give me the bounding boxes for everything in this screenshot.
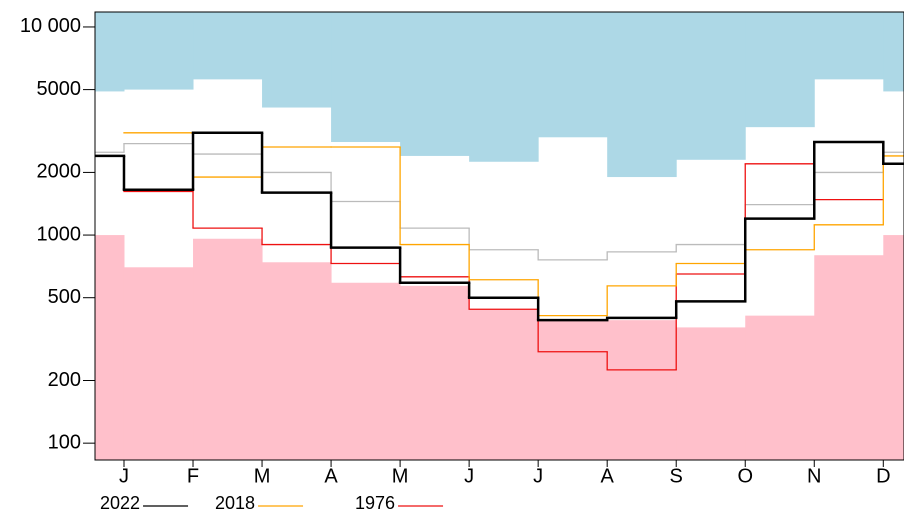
lower-band (745, 315, 815, 460)
x-tick-label: J (119, 465, 129, 487)
lower-band (95, 235, 125, 460)
lower-band (193, 238, 263, 460)
y-tick-label: 5000 (37, 78, 82, 100)
upper-band (814, 12, 884, 80)
upper-band (745, 12, 815, 128)
lower-band (883, 235, 904, 460)
x-tick-label: S (670, 465, 683, 487)
legend-label: 1976 (355, 493, 395, 513)
lower-band (331, 282, 401, 460)
legend-label: 2018 (215, 493, 255, 513)
x-tick-label: J (533, 465, 543, 487)
x-tick-label: F (187, 465, 199, 487)
upper-band (193, 12, 263, 80)
x-tick-label: D (876, 465, 890, 487)
lower-band (469, 309, 539, 460)
upper-band (400, 12, 470, 156)
y-tick-label: 2000 (37, 161, 82, 183)
x-tick-label: O (737, 465, 753, 487)
x-tick-label: M (392, 465, 409, 487)
lower-band (262, 262, 332, 460)
upper-band (607, 12, 677, 178)
plot-area (95, 12, 904, 460)
lower-band (676, 327, 746, 460)
y-tick-label: 10 000 (20, 15, 81, 37)
upper-band (331, 12, 401, 143)
lower-band (123, 267, 194, 460)
x-tick-label: A (324, 465, 338, 487)
upper-band (95, 12, 125, 92)
legend-label: 2022 (100, 493, 140, 513)
upper-band (883, 12, 904, 92)
lower-band (607, 320, 677, 460)
lower-band (814, 255, 884, 460)
y-tick-label: 100 (48, 431, 81, 453)
axes: 10 000 5000 2000 1000 500 200 100 J F M A M J J A S O N D 2… (20, 11, 904, 513)
upper-band (538, 12, 608, 138)
upper-band (676, 12, 746, 160)
y-tick-label: 1000 (37, 223, 82, 245)
y-tick-label: 500 (48, 286, 81, 308)
upper-band (123, 12, 194, 90)
upper-band (262, 12, 332, 108)
lower-band (400, 285, 470, 460)
x-tick-label: J (464, 465, 474, 487)
plot-frame (94, 11, 904, 461)
x-tick-label: A (601, 465, 615, 487)
x-tick-label: N (807, 465, 821, 487)
x-tick-label: M (254, 465, 271, 487)
upper-band (469, 12, 539, 162)
y-tick-label: 200 (48, 369, 81, 391)
lower-band (538, 320, 608, 460)
